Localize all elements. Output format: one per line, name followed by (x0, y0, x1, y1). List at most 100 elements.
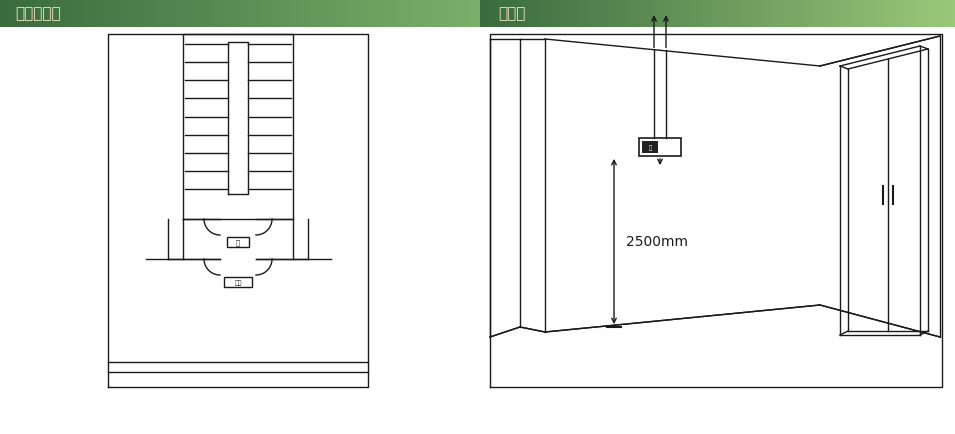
Bar (298, 0, 301, 28)
Bar (192, 0, 195, 28)
Bar (137, 0, 139, 28)
Bar (599, 0, 602, 28)
Bar (775, 0, 777, 28)
Bar (544, 0, 547, 28)
Bar (753, 0, 756, 28)
Bar (561, 0, 563, 28)
Bar (518, 0, 520, 28)
Bar (573, 0, 576, 28)
Bar (130, 0, 133, 28)
Bar (211, 0, 214, 28)
Bar (653, 0, 656, 28)
Bar (570, 0, 573, 28)
Bar (691, 0, 694, 28)
Bar (190, 0, 193, 28)
Bar (113, 0, 116, 28)
Bar (841, 0, 844, 28)
Bar (0, 0, 3, 28)
Bar (178, 0, 180, 28)
Bar (368, 0, 371, 28)
Bar (926, 0, 929, 28)
Bar (144, 0, 147, 28)
Bar (580, 0, 583, 28)
Bar (331, 0, 334, 28)
Bar (549, 0, 552, 28)
Bar (768, 0, 771, 28)
Bar (546, 0, 549, 28)
Bar (154, 0, 157, 28)
Bar (540, 0, 542, 28)
Bar (682, 0, 685, 28)
Bar (763, 0, 766, 28)
Bar (288, 0, 291, 28)
Bar (461, 0, 464, 28)
Bar (639, 139, 681, 157)
Bar (773, 0, 775, 28)
Bar (103, 0, 106, 28)
Bar (309, 0, 312, 28)
Bar (22, 0, 25, 28)
Bar (106, 0, 109, 28)
Bar (501, 0, 504, 28)
Bar (170, 0, 173, 28)
Bar (374, 0, 377, 28)
Bar (525, 0, 528, 28)
Bar (127, 0, 130, 28)
Bar (791, 0, 794, 28)
Bar (393, 0, 396, 28)
Bar (554, 0, 557, 28)
Bar (286, 0, 288, 28)
Bar (14, 0, 17, 28)
Bar (596, 0, 599, 28)
Bar (594, 0, 597, 28)
Bar (846, 0, 849, 28)
Bar (17, 0, 20, 28)
Bar (70, 0, 73, 28)
Bar (360, 0, 363, 28)
Bar (435, 0, 437, 28)
Bar (822, 0, 825, 28)
Bar (541, 0, 544, 28)
Bar (290, 0, 293, 28)
Bar (530, 0, 533, 28)
Bar (813, 0, 816, 28)
Bar (838, 0, 841, 28)
Bar (499, 0, 502, 28)
Bar (794, 0, 796, 28)
Bar (436, 0, 439, 28)
Bar (425, 0, 428, 28)
Bar (834, 0, 837, 28)
Bar (454, 0, 456, 28)
Bar (202, 0, 204, 28)
Bar (666, 0, 668, 28)
Bar (247, 0, 250, 28)
Bar (817, 0, 820, 28)
Bar (156, 0, 159, 28)
Text: 2500mm: 2500mm (626, 235, 688, 249)
Bar (422, 0, 425, 28)
Bar (953, 0, 955, 28)
Bar (858, 0, 860, 28)
Bar (65, 0, 68, 28)
Bar (623, 0, 626, 28)
Bar (948, 0, 951, 28)
Bar (230, 0, 233, 28)
Bar (463, 0, 466, 28)
Bar (182, 0, 185, 28)
Bar (216, 0, 219, 28)
Bar (696, 0, 699, 28)
Bar (268, 0, 272, 28)
Bar (185, 0, 188, 28)
Bar (487, 0, 490, 28)
Bar (276, 0, 279, 28)
Bar (38, 0, 41, 28)
Bar (293, 0, 296, 28)
Bar (934, 0, 937, 28)
Bar (262, 0, 265, 28)
Bar (149, 0, 152, 28)
Bar (439, 0, 442, 28)
Bar (135, 0, 138, 28)
Bar (480, 0, 483, 28)
Bar (727, 0, 730, 28)
Bar (206, 0, 209, 28)
